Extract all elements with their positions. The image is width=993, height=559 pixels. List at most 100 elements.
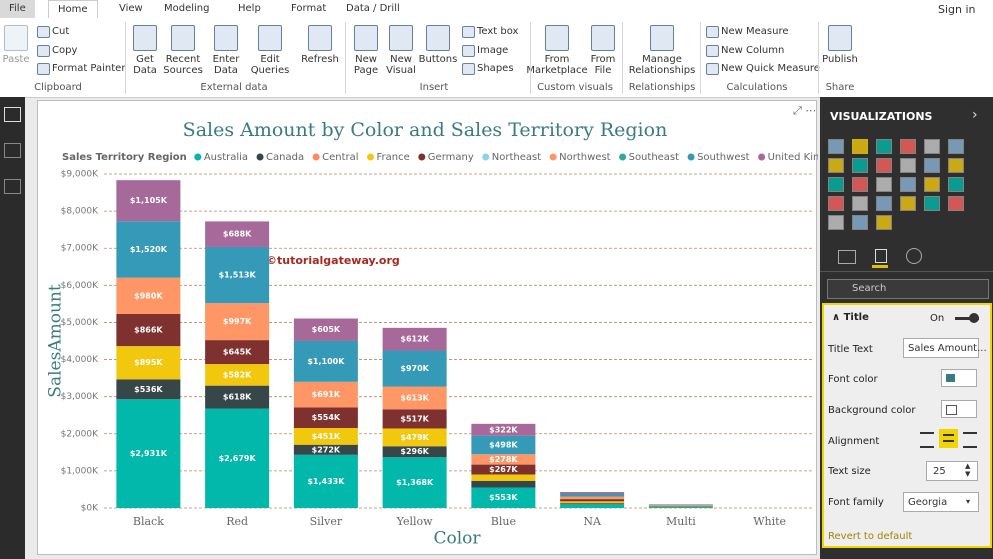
button-icon[interactable] [258,25,282,51]
visual-icon[interactable] [828,196,844,211]
ribbon-button[interactable]: From File [590,54,616,76]
ribbon-button[interactable]: Text box [477,26,519,37]
visual-icon[interactable] [876,158,892,173]
ribbon-tab[interactable]: Data / Drill [337,0,409,18]
button-icon[interactable] [426,25,450,51]
data-view-icon[interactable] [4,143,21,158]
font-family-dropdown[interactable]: Georgia ▾ [903,492,979,512]
visual-icon[interactable] [876,196,892,211]
bar-segment [293,340,358,382]
button-icon[interactable] [37,45,50,57]
visual-icon[interactable] [828,158,844,173]
search-box[interactable]: Search [827,279,989,299]
format-tab[interactable] [872,247,888,268]
visual-icon[interactable] [924,196,940,211]
align-left[interactable] [920,432,934,448]
button-icon[interactable] [308,25,332,51]
button-icon[interactable] [37,26,50,38]
ribbon-button[interactable]: Paste [2,54,30,65]
ribbon-button[interactable]: New Visual [386,54,416,76]
revert-link[interactable]: Revert to default [828,531,913,542]
visual-icon[interactable] [924,177,940,192]
button-icon[interactable] [354,25,378,51]
analytics-tab[interactable] [906,248,922,264]
ribbon-button[interactable]: Cut [52,26,70,37]
button-icon[interactable] [706,26,719,38]
sign-in[interactable]: Sign in [938,3,976,16]
model-view-icon[interactable] [4,179,21,194]
ribbon-button[interactable]: From Marketplace [526,54,588,76]
fields-tab[interactable] [838,250,856,264]
visual-icon[interactable] [852,158,868,173]
button-icon[interactable] [37,63,50,75]
button-icon[interactable] [828,25,852,51]
visual-icon[interactable] [828,139,844,154]
background-color-picker[interactable] [941,400,977,418]
ribbon-button[interactable]: Recent Sources [163,54,203,76]
text-size-input[interactable]: 25 ▲ ▼ [926,461,978,481]
visual-icon[interactable] [828,177,844,192]
ribbon-button[interactable]: New Measure [721,26,789,37]
ribbon-button[interactable]: Refresh [301,54,339,65]
ribbon-button[interactable]: Image [477,45,509,56]
ribbon-button[interactable]: Edit Queries [250,54,290,76]
ribbon-tab[interactable]: Modeling [155,0,219,18]
visual-icon[interactable] [900,139,916,154]
align-center[interactable] [939,429,958,448]
title-text-input[interactable]: Sales Amount... [903,338,987,358]
button-icon[interactable] [545,25,569,51]
ribbon-tab[interactable]: File [0,0,35,18]
ribbon-button[interactable]: Format Painter [52,63,126,74]
ribbon-button[interactable]: Buttons [418,54,458,65]
visual-icon[interactable] [852,196,868,211]
ribbon-button[interactable]: New Column [721,45,785,56]
ribbon-tab[interactable]: Home [48,0,98,18]
ribbon-tab[interactable]: View [110,0,152,18]
visual-icon[interactable] [876,139,892,154]
visual-icon[interactable] [948,158,964,173]
visual-icon[interactable] [852,139,868,154]
button-icon[interactable] [650,25,674,51]
ribbon-tab[interactable]: Format [282,0,336,18]
button-icon[interactable] [133,25,157,51]
align-right[interactable] [963,432,977,448]
visual-icon[interactable] [924,139,940,154]
visual-icon[interactable] [948,139,964,154]
visual-icon[interactable] [876,215,892,230]
section-header[interactable]: ∧ Title [832,312,869,323]
visual-menu[interactable]: ⤢ ⋯ [793,104,816,117]
ribbon-button[interactable]: New Page [353,54,379,76]
button-icon[interactable] [214,25,238,51]
button-icon[interactable] [462,26,475,38]
button-icon[interactable] [171,25,195,51]
ribbon-button[interactable]: New Quick Measure [721,63,820,74]
ribbon-button[interactable]: Get Data [133,54,157,76]
visual-icon[interactable] [948,177,964,192]
font-color-picker[interactable] [941,369,977,387]
button-icon[interactable] [389,25,413,51]
button-icon[interactable] [462,63,475,75]
visual-icon[interactable] [900,177,916,192]
report-view-icon[interactable] [4,107,21,122]
visual-icon[interactable] [852,177,868,192]
button-icon[interactable] [4,25,28,51]
button-icon[interactable] [462,45,475,57]
ribbon-button[interactable]: Copy [52,45,78,56]
ribbon-button[interactable]: Publish [822,54,858,65]
visual-icon[interactable] [876,177,892,192]
toggle-switch[interactable] [955,313,979,323]
collapse-arrow[interactable]: › [972,107,978,123]
ribbon-button[interactable]: Shapes [477,63,514,74]
visual-icon[interactable] [828,215,844,230]
ribbon-button[interactable]: Manage Relationships [628,54,696,76]
button-icon[interactable] [591,25,615,51]
visual-icon[interactable] [900,196,916,211]
visual-icon[interactable] [852,215,868,230]
visual-icon[interactable] [900,158,916,173]
visual-icon[interactable] [924,158,940,173]
button-icon[interactable] [706,45,719,57]
ribbon-button[interactable]: Enter Data [212,54,240,76]
button-icon[interactable] [706,63,719,75]
visual-icon[interactable] [948,196,964,211]
ribbon-tab[interactable]: Help [229,0,270,18]
